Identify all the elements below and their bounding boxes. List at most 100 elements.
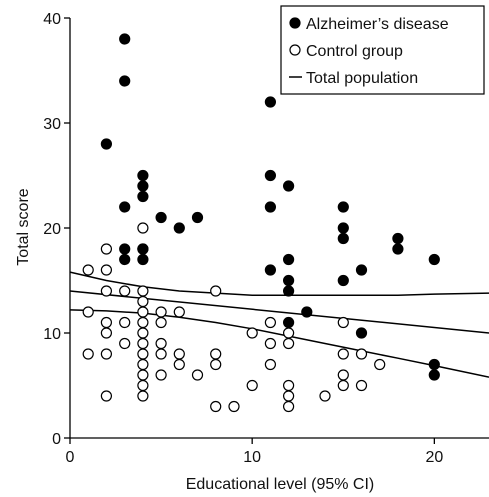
point-control [155,316,167,329]
y-tick-label: 0 [52,431,61,448]
legend-label-total: Total population [306,70,418,87]
point-control [173,348,185,360]
point-alzheimers [428,358,440,371]
point-alzheimers [337,201,349,213]
point-alzheimers [301,306,313,318]
point-control [137,316,149,329]
point-control [264,337,276,350]
point-control [119,285,131,297]
y-tick-label: 40 [43,11,61,28]
point-control [137,379,149,392]
point-alzheimers [137,190,149,203]
ci-lower-curve [69,309,489,378]
x-tick-label: 10 [243,449,261,466]
point-alzheimers [283,253,295,266]
point-control [337,369,349,381]
point-control [210,348,222,360]
point-control [155,369,167,381]
point-control [82,306,94,318]
point-control [137,358,149,371]
point-control [210,285,222,297]
legend-marker-filled-circle [289,17,301,29]
legend-marker-open-circle [289,44,301,56]
point-control [283,400,295,413]
point-alzheimers [264,201,276,213]
point-control [319,390,331,402]
point-control [82,264,94,276]
point-control [283,337,295,350]
point-control [100,348,113,360]
point-alzheimers [119,253,131,266]
point-alzheimers [264,264,276,276]
point-alzheimers [283,285,295,297]
point-alzheimers [337,274,349,287]
point-alzheimers [283,316,295,329]
point-control [337,316,349,329]
point-control [137,327,149,339]
point-control [137,222,149,234]
point-control [100,243,113,255]
point-control [355,348,368,360]
point-alzheimers [155,211,167,224]
point-alzheimers [137,253,149,266]
point-alzheimers [119,33,131,45]
ci-upper-curve [69,271,489,296]
point-control [246,379,258,392]
point-alzheimers [392,243,404,255]
point-alzheimers [173,222,185,234]
point-control [155,337,167,350]
point-control [264,358,276,371]
point-control [337,348,349,360]
legend-box [280,5,485,95]
point-alzheimers [283,274,295,287]
point-control [100,285,113,297]
point-alzheimers [100,138,113,150]
point-alzheimers [355,327,368,339]
point-alzheimers [137,243,149,255]
point-control [100,390,113,402]
point-control [137,369,149,381]
legend-label-alzheimers: Alzheimer’s disease [306,16,449,33]
plot-area [69,33,489,413]
point-alzheimers [337,222,349,234]
point-alzheimers [137,169,149,182]
point-control [82,348,94,360]
x-tick-label: 20 [425,449,443,466]
x-tick-label: 0 [66,449,75,466]
point-alzheimers [355,264,368,276]
point-alzheimers [264,169,276,182]
point-control [355,379,368,392]
point-alzheimers [119,243,131,255]
point-control [100,264,113,276]
y-tick-label: 10 [43,326,61,343]
y-tick-label: 20 [43,221,61,238]
axes: 0 10 20 30 40 0 10 20 [43,11,489,466]
point-control [155,306,167,318]
point-control [173,306,185,318]
point-control [173,358,185,371]
point-alzheimers [119,201,131,213]
point-control [337,379,349,392]
point-control [283,379,295,392]
point-control [283,327,295,339]
point-control [119,316,131,329]
point-alzheimers [137,180,149,192]
point-alzheimers [119,75,131,87]
point-alzheimers [428,369,440,381]
point-control [210,358,222,371]
point-alzheimers [283,180,295,192]
point-control [100,327,113,339]
point-control [264,316,276,329]
point-control [228,400,240,413]
legend-label-control: Control group [306,43,403,60]
point-alzheimers [392,232,404,245]
point-control [119,337,131,350]
point-alzheimers [337,232,349,245]
point-control [137,285,149,297]
point-control [137,295,149,308]
point-alzheimers [191,211,204,224]
x-axis-title: Educational level (95% CI) [186,476,375,493]
point-alzheimers [264,96,276,108]
point-control [246,327,258,339]
